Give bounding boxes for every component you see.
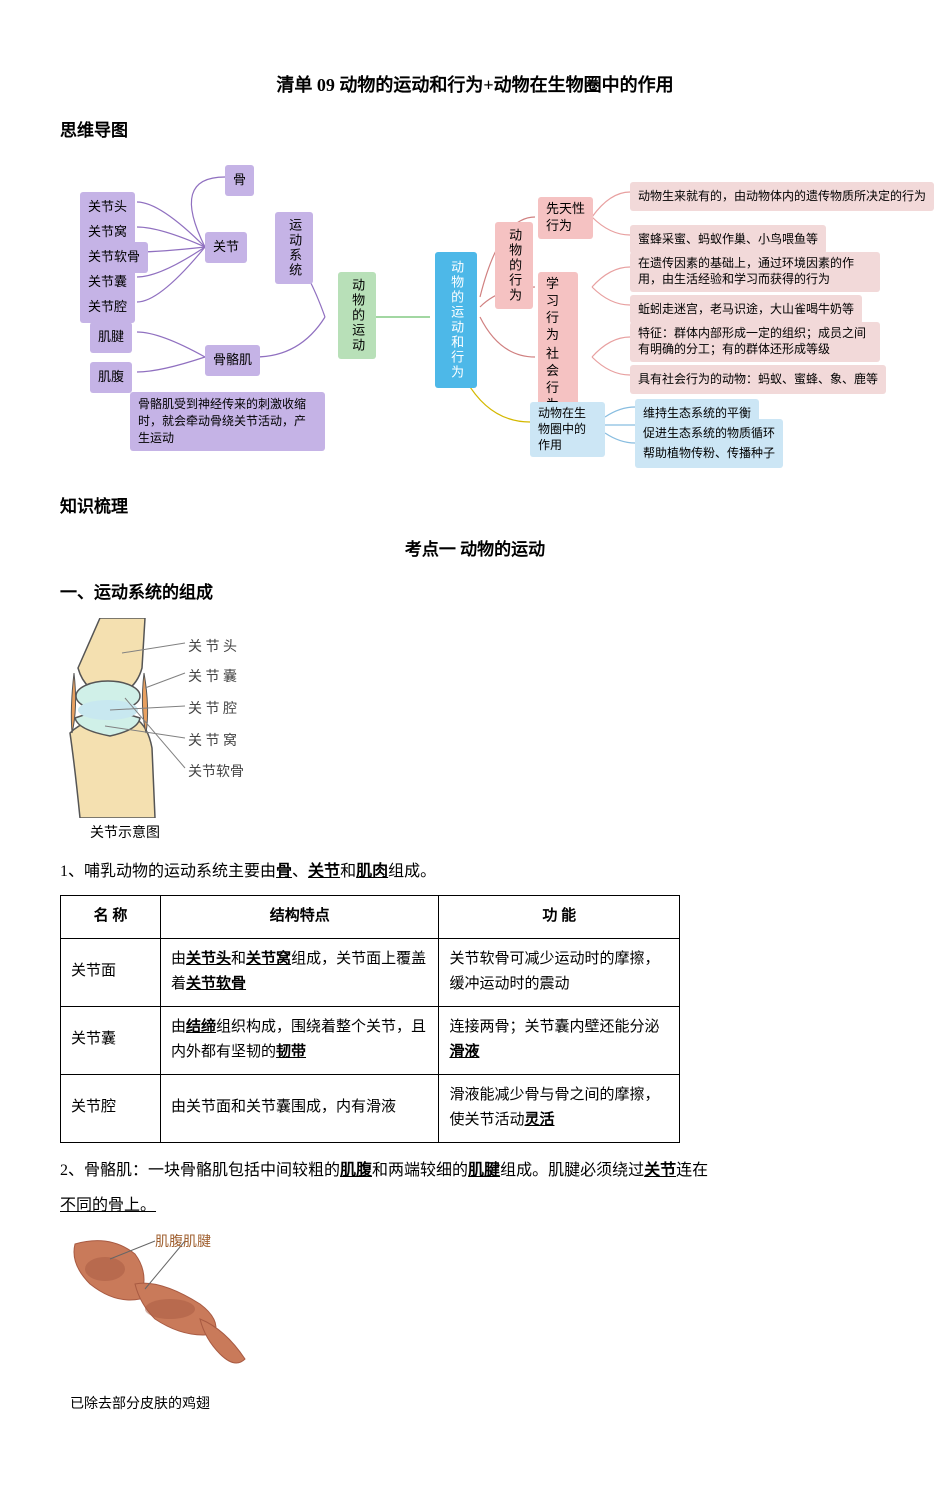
r1f0: 连接两骨；关节囊内壁还能分泌 (449, 1019, 659, 1035)
p2-m3: 连在 (676, 1162, 708, 1179)
mindmap-heading: 思维导图 (60, 117, 890, 146)
mm-pd1: 蜜蜂采蜜、蚂蚁作巢、小鸟喂鱼等 (630, 225, 826, 253)
mm-p3: 关节 (205, 232, 247, 262)
structure-table: 名 称 结构特点 功 能 关节面 由关节头和关节窝组成，关节面上覆盖着关节软骨 … (60, 895, 680, 1143)
mm-pd2: 在遗传因素的基础上，通过环境因素的作用，由生活经验和学习而获得的行为 (630, 252, 880, 291)
paragraph-2: 2、骨骼肌：一块骨骼肌包括中间较粗的肌腹和两端较细的肌腱组成。肌腱必须绕过关节连… (60, 1157, 890, 1184)
jl3: 关 节 窝 (188, 730, 237, 754)
p2-m2: 组成。肌腱必须绕过 (500, 1162, 644, 1179)
r0s2: 和 (231, 951, 246, 967)
mm-p6: 关节腔 (80, 292, 135, 322)
r1f1: 滑液 (449, 1044, 479, 1060)
mm-left1: 动物的运动 (338, 272, 376, 359)
mm-pd3: 蚯蚓走迷宫，老马识途，大山雀喝牛奶等 (630, 295, 862, 323)
paragraph-2b: 不同的骨上。 (60, 1192, 890, 1219)
table-row: 关节面 由关节头和关节窝组成，关节面上覆盖着关节软骨 关节软骨可减少运动时的摩擦… (61, 938, 680, 1006)
p2-m1: 和两端较细的 (372, 1162, 468, 1179)
r0s3: 关节窝 (246, 951, 291, 967)
document-title: 清单 09 动物的运动和行为+动物在生物圈中的作用 (60, 70, 890, 101)
joint-caption: 关节示意图 (90, 822, 890, 846)
p1-t3: 肌肉 (356, 863, 388, 880)
table-row: 关节腔 由关节面和关节囊围成，内有滑液 滑液能减少骨与骨之间的摩擦，使关节活动灵… (61, 1074, 680, 1142)
r2-struct: 由关节面和关节囊围成，内有滑液 (161, 1074, 439, 1142)
r0-name: 关节面 (61, 938, 161, 1006)
table-row: 关节囊 由结缔组织构成，围绕着整个关节，且内外都有坚韧的韧带 连接两骨；关节囊内… (61, 1006, 680, 1074)
p1-s2: 和 (340, 863, 356, 880)
p1-t1: 骨 (276, 863, 292, 880)
composition-heading: 一、运动系统的组成 (60, 579, 890, 608)
th1: 结构特点 (161, 896, 439, 939)
r0-struct: 由关节头和关节窝组成，关节面上覆盖着关节软骨 (161, 938, 439, 1006)
r1s0: 由 (171, 1019, 186, 1035)
jl2: 关 节 腔 (188, 698, 237, 722)
joint-svg (60, 618, 280, 818)
p2-t1: 肌腹 (340, 1162, 372, 1179)
mm-center: 动物的运动和行为 (435, 252, 477, 388)
mm-pd4: 特征：群体内部形成一定的组织；成员之间有明确的分工；有的群体还形成等级 (630, 322, 880, 361)
r1-func: 连接两骨；关节囊内壁还能分泌滑液 (439, 1006, 680, 1074)
mm-p0: 骨 (225, 165, 254, 195)
muscle-label: 肌腹肌腱 (155, 1231, 211, 1255)
p2-t3: 关节 (644, 1162, 676, 1179)
r2-func: 滑液能减少骨与骨之间的摩擦，使关节活动灵活 (439, 1074, 680, 1142)
r0s1: 关节头 (186, 951, 231, 967)
r1s3: 韧带 (276, 1044, 306, 1060)
mm-pm0: 先天性行为 (538, 197, 593, 239)
mm-pd5: 具有社会行为的动物：蚂蚁、蜜蜂、象、鹿等 (630, 365, 886, 393)
p1-t2: 关节 (308, 863, 340, 880)
jl4: 关节软骨 (188, 761, 244, 785)
r0-func: 关节软骨可减少运动时的摩擦，缓冲运动时的震动 (439, 938, 680, 1006)
p1-suffix: 组成。 (388, 863, 436, 880)
mm-right-vert: 动物的行为 (495, 222, 533, 309)
mindmap-diagram: 动物的运动和行为 动物的运动 运动系统 骨 关节 关节头 关节窝 关节软骨 关节… (60, 157, 890, 477)
mm-purple-note: 骨骼肌受到神经传来的刺激收缩时，就会牵动骨绕关节活动，产生运动 (130, 392, 325, 450)
jl1: 关 节 囊 (188, 666, 237, 690)
mm-left2: 运动系统 (275, 212, 313, 284)
mm-b2: 帮助植物传粉、传播种子 (635, 439, 783, 467)
p2-prefix: 2、骨骼肌：一块骨骼肌包括中间较粗的 (60, 1162, 340, 1179)
r2-name: 关节腔 (61, 1074, 161, 1142)
mm-p7: 肌腱 (90, 322, 132, 352)
table-header-row: 名 称 结构特点 功 能 (61, 896, 680, 939)
point1-heading: 考点一 动物的运动 (60, 536, 890, 565)
mm-p8: 骨骼肌 (205, 345, 260, 375)
mm-pd0: 动物生来就有的，由动物体内的遗传物质所决定的行为 (630, 182, 934, 210)
mm-bottom: 动物在生物圈中的作用 (530, 402, 605, 457)
p1-prefix: 1、哺乳动物的运动系统主要由 (60, 863, 276, 880)
r1-name: 关节囊 (61, 1006, 161, 1074)
jl0: 关 节 头 (188, 636, 237, 660)
muscle-diagram: 肌腹肌腱 (60, 1229, 270, 1389)
p2-t2: 肌腱 (468, 1162, 500, 1179)
joint-diagram: 关 节 头 关 节 囊 关 节 腔 关 节 窝 关节软骨 (60, 618, 280, 818)
r2f1: 灵活 (524, 1112, 554, 1128)
p2-line2: 不同的骨上。 (60, 1197, 156, 1214)
th0: 名 称 (61, 896, 161, 939)
r0s0: 由 (171, 951, 186, 967)
muscle-caption: 已除去部分皮肤的鸡翅 (70, 1393, 890, 1417)
th2: 功 能 (439, 896, 680, 939)
r1-struct: 由结缔组织构成，围绕着整个关节，且内外都有坚韧的韧带 (161, 1006, 439, 1074)
knowledge-heading: 知识梳理 (60, 493, 890, 522)
r1s1: 结缔 (186, 1019, 216, 1035)
p1-s1: 、 (292, 863, 308, 880)
mm-pm1: 学习行为 (538, 272, 578, 348)
paragraph-1: 1、哺乳动物的运动系统主要由骨、关节和肌肉组成。 (60, 858, 890, 885)
mm-p9: 肌腹 (90, 362, 132, 392)
r0s5: 关节软骨 (186, 976, 246, 992)
